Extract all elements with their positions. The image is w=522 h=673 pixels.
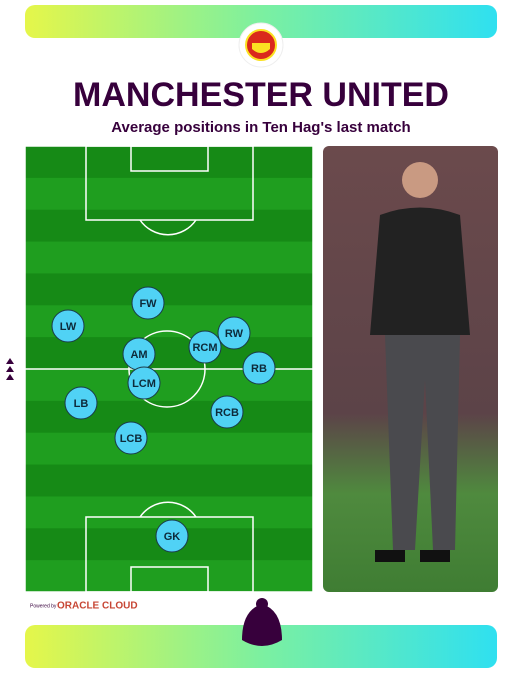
player-label: LB [74,398,89,410]
player-label: LW [60,321,77,333]
league-logo [242,598,282,646]
title: MANCHESTER UNITED [73,76,449,114]
player: RCB [210,395,244,429]
player-label: RB [251,363,267,375]
player-label: RW [225,328,244,340]
player-marker [217,316,251,350]
player-label: RCB [215,407,239,419]
player-marker [51,309,85,343]
pitch-stripe [25,273,313,306]
player-marker [242,351,276,385]
player: GK [155,519,189,553]
player-marker [155,519,189,553]
player: RCM [188,330,222,364]
powered-by: Powered by [30,603,57,609]
player: AM [122,337,156,371]
player: LW [51,309,85,343]
player-marker [131,286,165,320]
player-label: RCM [192,342,217,354]
player: FW [131,286,165,320]
player: LB [64,386,98,420]
player: RB [242,351,276,385]
player-label: LCM [132,378,156,390]
player-marker [210,395,244,429]
player-label: GK [164,531,181,543]
direction-arrows [6,358,14,380]
sponsor: ORACLE CLOUD [57,601,138,612]
subtitle: Average positions in Ten Hag's last matc… [111,119,410,136]
player-marker [64,386,98,420]
bottom-bar [25,625,497,668]
player-marker [188,330,222,364]
player: LCB [114,421,148,455]
player: RW [217,316,251,350]
club-crest [238,22,284,68]
top-bar [25,5,497,38]
player-marker [127,366,161,400]
player-label: AM [130,349,147,361]
player-marker [114,421,148,455]
player: LCM [127,366,161,400]
player-label: LCB [120,433,143,445]
coach-photo [323,146,498,592]
pitch-stripe [25,209,313,242]
pitch-stripe [25,464,313,497]
pitch-stripe [25,146,313,178]
player-label: FW [139,298,157,310]
players: FW LW RW RCM AM RB LCM LB RCB LCB GK [51,286,276,553]
